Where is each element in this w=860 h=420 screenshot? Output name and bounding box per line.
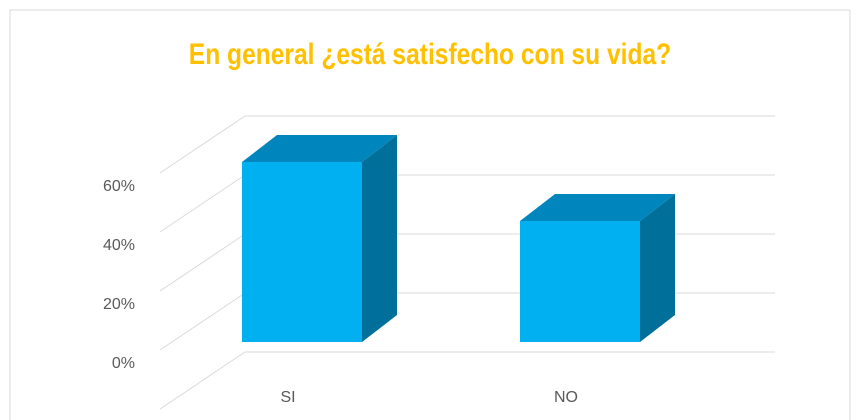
bar (520, 194, 675, 342)
grid-line (159, 174, 246, 233)
y-tick-label: 60% (103, 178, 135, 195)
x-tick-label: SI (280, 389, 295, 406)
bar-front (242, 162, 362, 342)
grid-line (159, 292, 246, 351)
bar-side (640, 194, 675, 342)
bar-side (362, 135, 397, 342)
grid-line (159, 351, 246, 410)
bar-front (520, 221, 640, 342)
y-tick-label: 40% (103, 237, 135, 254)
y-tick-label: 20% (103, 296, 135, 313)
bar-top (520, 194, 675, 222)
bar (242, 135, 397, 342)
y-tick-label: 0% (112, 355, 135, 372)
chart-title: En general ¿está satisfecho con su vida? (189, 37, 671, 71)
bar-top (242, 135, 397, 163)
x-tick-label: NO (554, 389, 578, 406)
grid-line (159, 233, 246, 292)
grid-line (159, 115, 246, 174)
chart-frame (9, 9, 851, 420)
